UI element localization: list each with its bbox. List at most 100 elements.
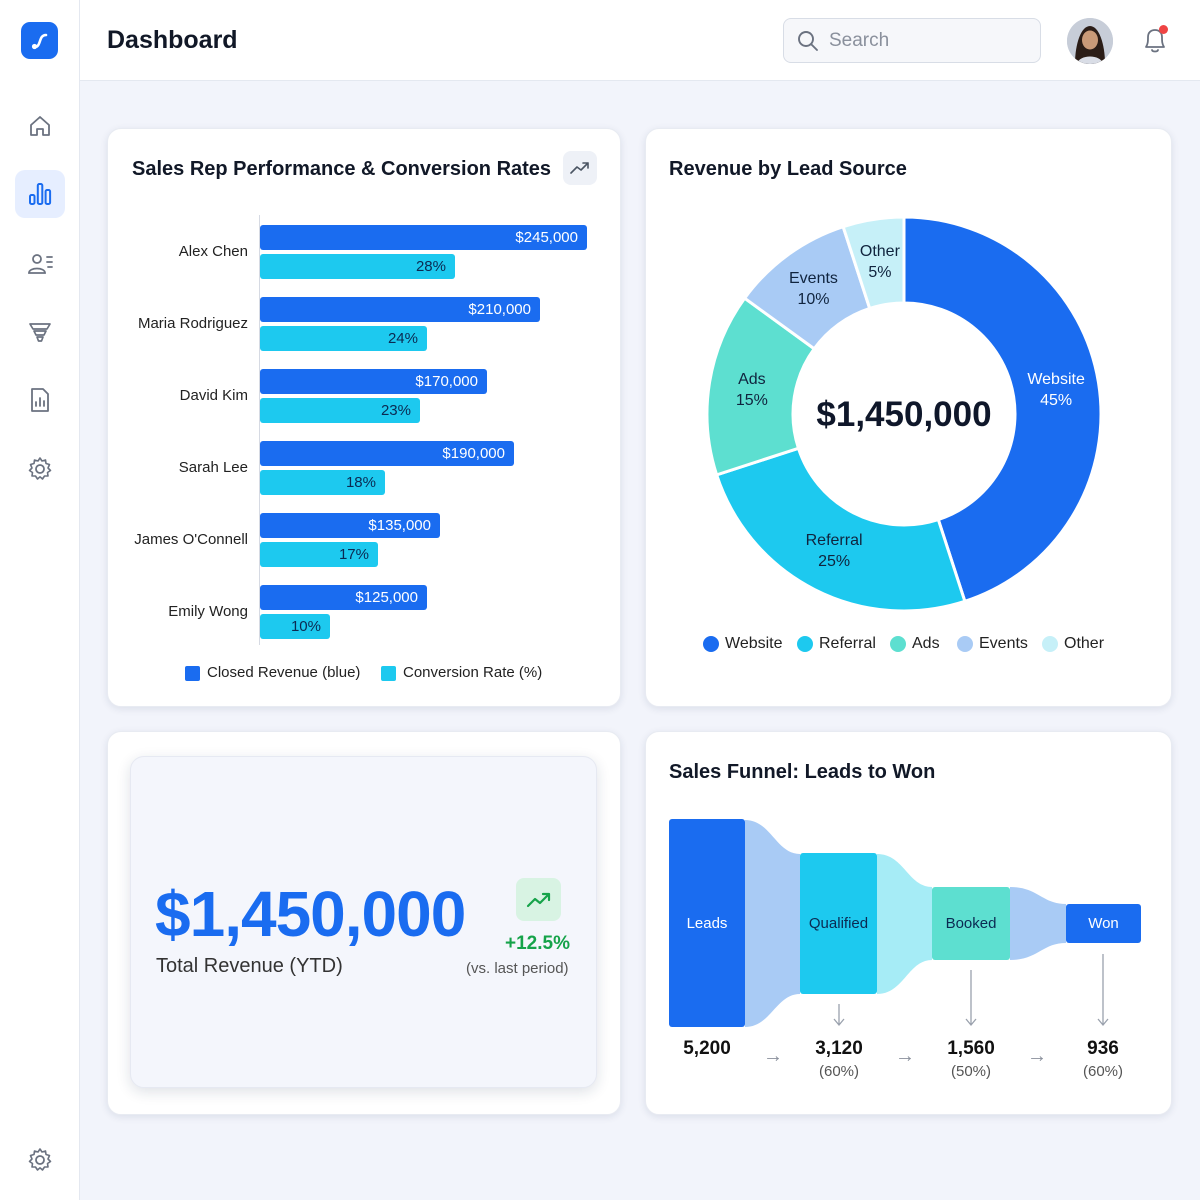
legend-label-conversion: Conversion Rate (%) bbox=[403, 664, 543, 681]
right-arrow-icon: → bbox=[763, 1045, 783, 1067]
down-arrow-icon bbox=[833, 1004, 845, 1027]
stage-pct-booked: (50%) bbox=[950, 1063, 991, 1080]
home-icon bbox=[30, 116, 50, 136]
stage-pct-qualified: (60%) bbox=[818, 1063, 859, 1080]
revenue-bar[interactable]: $245,000 bbox=[260, 225, 587, 250]
revenue-bar[interactable]: $170,000 bbox=[260, 369, 487, 394]
stage-count-won: 936 bbox=[1087, 1038, 1119, 1059]
donut-chart bbox=[705, 215, 1103, 613]
funnel-connector bbox=[1010, 887, 1066, 960]
sidebar-item-funnel[interactable] bbox=[15, 308, 65, 356]
revenue-bar[interactable]: $135,000 bbox=[260, 513, 440, 538]
right-arrow-icon: → bbox=[895, 1045, 915, 1067]
legend-label-website: Website bbox=[725, 635, 783, 652]
card-title: Sales Rep Performance & Conversion Rates bbox=[132, 158, 552, 180]
rep-name-label: Sarah Lee bbox=[178, 459, 248, 476]
slice-name: Ads bbox=[738, 370, 766, 388]
legend-label-referral: Referral bbox=[819, 635, 876, 652]
card-title: Sales Funnel: Leads to Won bbox=[669, 761, 936, 783]
app-logo[interactable] bbox=[21, 22, 58, 59]
revenue-bar[interactable]: $210,000 bbox=[260, 297, 540, 322]
users-icon bbox=[28, 254, 53, 274]
sidebar-item-reports[interactable] bbox=[15, 376, 65, 424]
stage-count-leads: 5,200 bbox=[683, 1038, 731, 1059]
kpi-label: Total Revenue (YTD) bbox=[156, 955, 343, 977]
donut-slice-referral[interactable] bbox=[714, 446, 967, 613]
donut-slice-label: Website 45% bbox=[1011, 369, 1101, 411]
legend-dot-events bbox=[957, 636, 973, 652]
conversion-bar[interactable]: 10% bbox=[260, 614, 330, 639]
conversion-bar[interactable]: 18% bbox=[260, 470, 385, 495]
funnel-stage-booked: Booked bbox=[932, 887, 1010, 960]
trend-toggle-button[interactable] bbox=[563, 151, 597, 185]
sidebar-item-contacts[interactable] bbox=[15, 240, 65, 288]
slice-percent: 25% bbox=[818, 553, 851, 571]
notification-dot bbox=[1159, 25, 1168, 34]
user-portrait bbox=[1067, 18, 1113, 64]
legend-label-ads: Ads bbox=[912, 635, 940, 652]
sidebar-bottom-settings[interactable] bbox=[15, 1136, 65, 1184]
sidebar-item-home[interactable] bbox=[15, 102, 65, 150]
page-title: Dashboard bbox=[107, 26, 238, 54]
funnel-stage-won: Won bbox=[1066, 904, 1141, 943]
funnel-connectors bbox=[745, 820, 1109, 1027]
slice-name: Other bbox=[859, 242, 900, 260]
kpi-panel: $1,450,000 Total Revenue (YTD) +12.5% (v… bbox=[130, 756, 597, 1088]
kpi-change: +12.5% bbox=[505, 933, 570, 954]
slice-name: Referral bbox=[805, 532, 863, 550]
search-input[interactable] bbox=[829, 29, 1029, 52]
slice-name: Website bbox=[1027, 370, 1085, 388]
report-icon bbox=[31, 388, 49, 412]
legend-swatch-conversion bbox=[381, 666, 396, 681]
sidebar-item-settings[interactable] bbox=[15, 445, 65, 493]
y-axis-line bbox=[259, 215, 260, 645]
legend-dot-ads bbox=[890, 636, 906, 652]
avatar[interactable] bbox=[1067, 18, 1113, 64]
trend-up-icon bbox=[570, 162, 589, 174]
sidebar-item-analytics[interactable] bbox=[15, 170, 65, 218]
legend-label-revenue: Closed Revenue (blue) bbox=[207, 664, 361, 681]
legend-label-events: Events bbox=[979, 635, 1028, 652]
funnel-connector bbox=[745, 820, 800, 1027]
bar-chart-icon bbox=[29, 183, 52, 205]
search-icon bbox=[798, 30, 818, 51]
donut-center-total: $1,450,000 bbox=[816, 395, 992, 434]
slice-percent: 15% bbox=[735, 391, 768, 409]
legend-dot-other bbox=[1042, 636, 1058, 652]
rep-name-label: James O'Connell bbox=[134, 531, 248, 548]
donut-slice-label: Events 10% bbox=[768, 268, 858, 310]
funnel-stage-qualified: Qualified bbox=[800, 853, 877, 994]
funnel-icon bbox=[29, 323, 51, 342]
kpi-note: (vs. last period) bbox=[466, 960, 569, 977]
legend-swatch-revenue bbox=[185, 666, 200, 681]
down-arrow-icon bbox=[1097, 954, 1109, 1027]
bell-icon[interactable] bbox=[1140, 24, 1170, 56]
rep-performance-card: Sales Rep Performance & Conversion Rates… bbox=[107, 128, 621, 707]
funnel-stage-leads: Leads bbox=[669, 819, 745, 1027]
donut-slice-label: Referral 25% bbox=[789, 530, 879, 572]
kpi-value: $1,450,000 bbox=[155, 878, 466, 950]
conversion-bar[interactable]: 17% bbox=[260, 542, 378, 567]
music-note-icon bbox=[31, 33, 47, 49]
conversion-bar[interactable]: 23% bbox=[260, 398, 420, 423]
funnel-connector bbox=[877, 854, 932, 994]
legend-label-other: Other bbox=[1064, 635, 1105, 652]
donut-slice-label: Other 5% bbox=[835, 241, 925, 283]
donut-slice-website[interactable] bbox=[902, 215, 1103, 604]
rep-name-label: Emily Wong bbox=[168, 603, 248, 620]
lead-source-card: Revenue by Lead Source $1,450,000 Websit… bbox=[645, 128, 1172, 707]
slice-name: Events bbox=[789, 270, 838, 288]
sidebar bbox=[0, 0, 80, 1200]
gear-icon bbox=[28, 1148, 52, 1171]
donut-slice-other[interactable] bbox=[841, 215, 906, 311]
legend-dot-website bbox=[703, 636, 719, 652]
conversion-bar[interactable]: 24% bbox=[260, 326, 427, 351]
gear-icon bbox=[28, 457, 52, 480]
revenue-bar[interactable]: $190,000 bbox=[260, 441, 514, 466]
slice-percent: 5% bbox=[868, 263, 892, 281]
search-box[interactable] bbox=[783, 18, 1041, 63]
rep-name-label: Alex Chen bbox=[178, 243, 248, 260]
conversion-bar[interactable]: 28% bbox=[260, 254, 455, 279]
rep-name-label: David Kim bbox=[179, 387, 248, 404]
revenue-bar[interactable]: $125,000 bbox=[260, 585, 427, 610]
